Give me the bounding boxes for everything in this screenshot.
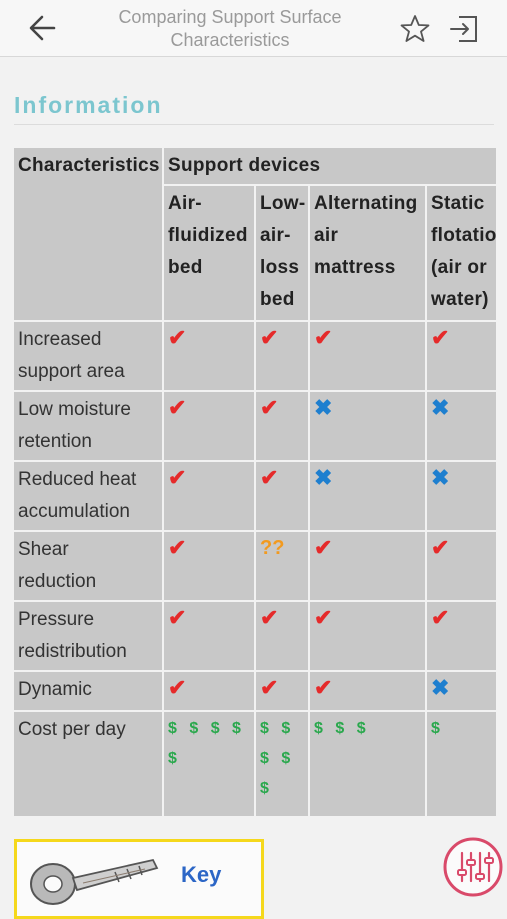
device-header-line: Static bbox=[431, 193, 485, 214]
key-label: Key bbox=[181, 862, 222, 887]
value-cell: ✔ bbox=[310, 672, 425, 710]
sliders-icon[interactable] bbox=[442, 836, 504, 898]
key-button[interactable]: Key bbox=[14, 839, 264, 919]
device-header-line: bed bbox=[260, 289, 295, 310]
device-header-line: mattress bbox=[314, 257, 396, 278]
row-label-increased-support: Increased support area bbox=[14, 322, 162, 390]
top-bar: Comparing Support Surface Characteristic… bbox=[0, 0, 507, 57]
value-cell: ✔ bbox=[164, 462, 254, 530]
device-header-line: (air or bbox=[431, 257, 487, 278]
value-cell: ✔ bbox=[164, 672, 254, 710]
section-divider bbox=[14, 124, 494, 125]
device-header-low-air-loss: Low- air- loss bed bbox=[256, 186, 308, 320]
device-header-line: water) bbox=[431, 289, 489, 310]
row-label-shear-reduction: Shear reduction bbox=[14, 532, 162, 600]
page-title-line-2: Characteristics bbox=[170, 30, 290, 50]
device-header-line: Air- bbox=[168, 193, 202, 214]
device-header-line: air bbox=[314, 225, 339, 246]
value-cell: $ $ $ $ $ bbox=[256, 712, 308, 816]
value-cell: ✔ bbox=[164, 392, 254, 460]
device-header-line: bed bbox=[168, 257, 203, 278]
value-cell: ✔ bbox=[427, 532, 496, 600]
group-header: Support devices bbox=[168, 155, 321, 176]
row-label-line: Cost per day bbox=[18, 719, 126, 740]
device-header-static-flotation: Static flotatio (air or water) bbox=[427, 186, 496, 320]
value-cell: ✖ bbox=[310, 462, 425, 530]
corner-header: Characteristics bbox=[18, 155, 160, 176]
value-cell: ✔ bbox=[256, 462, 308, 530]
value-cell: ✔ bbox=[164, 532, 254, 600]
group-header-cell: Support devices bbox=[164, 148, 496, 184]
row-label-line: Reduced heat bbox=[18, 469, 137, 490]
row-label-line: support area bbox=[18, 361, 125, 382]
row-label-pressure-redistribution: Pressure redistribution bbox=[14, 602, 162, 670]
comparison-table: Characteristics Support devices Air- flu… bbox=[14, 148, 496, 818]
value-cell: ✔ bbox=[256, 392, 308, 460]
row-label-dynamic: Dynamic bbox=[14, 672, 162, 710]
row-label-line: Pressure bbox=[18, 609, 95, 630]
value-cell: ✔ bbox=[164, 322, 254, 390]
device-header-line: air- bbox=[260, 225, 291, 246]
value-cell: ✖ bbox=[427, 462, 496, 530]
device-header-air-fluidized: Air- fluidized bed bbox=[164, 186, 254, 320]
row-label-line: accumulation bbox=[18, 501, 130, 522]
row-label-line: Increased bbox=[18, 329, 102, 350]
arrow-left-icon[interactable] bbox=[24, 10, 64, 46]
row-label-line: redistribution bbox=[18, 641, 127, 662]
row-label-low-moisture: Low moisture retention bbox=[14, 392, 162, 460]
value-cell: ✔ bbox=[164, 602, 254, 670]
value-cell: ✔ bbox=[310, 322, 425, 390]
value-cell: ✔ bbox=[427, 602, 496, 670]
value-cell: $ $ $ $ $ bbox=[164, 712, 254, 816]
value-cell: ✔ bbox=[256, 322, 308, 390]
row-label-line: retention bbox=[18, 431, 92, 452]
row-label-cost-per-day: Cost per day bbox=[14, 712, 162, 816]
section-title: Information bbox=[14, 92, 163, 118]
value-cell: ✖ bbox=[310, 392, 425, 460]
row-label-line: Shear bbox=[18, 539, 69, 560]
value-cell: ✔ bbox=[310, 602, 425, 670]
row-label-reduced-heat: Reduced heat accumulation bbox=[14, 462, 162, 530]
device-header-line: fluidized bbox=[168, 225, 248, 246]
row-label-line: Low moisture bbox=[18, 399, 131, 420]
value-cell: ?? bbox=[256, 532, 308, 600]
device-header-alternating-air: Alternating air mattress bbox=[310, 186, 425, 320]
device-header-line: flotatio bbox=[431, 225, 496, 246]
value-cell: ✔ bbox=[310, 532, 425, 600]
value-cell: $ $ $ bbox=[310, 712, 425, 816]
star-outline-icon[interactable] bbox=[398, 12, 432, 46]
value-cell: ✖ bbox=[427, 392, 496, 460]
device-header-line: loss bbox=[260, 257, 300, 278]
corner-header-cell: Characteristics bbox=[14, 148, 162, 320]
key-icon bbox=[30, 858, 159, 905]
value-cell: ✔ bbox=[427, 322, 496, 390]
row-label-line: Dynamic bbox=[18, 679, 92, 700]
value-cell: ✖ bbox=[427, 672, 496, 710]
page-title: Comparing Support Surface Characteristic… bbox=[100, 6, 360, 52]
device-header-line: Alternating bbox=[314, 193, 418, 214]
row-label-line: reduction bbox=[18, 571, 97, 592]
page-title-line-1: Comparing Support Surface bbox=[118, 7, 342, 27]
device-header-line: Low- bbox=[260, 193, 306, 214]
value-cell: ✔ bbox=[256, 672, 308, 710]
value-cell: $ bbox=[427, 712, 496, 816]
value-cell: ✔ bbox=[256, 602, 308, 670]
sign-out-icon[interactable] bbox=[447, 12, 481, 46]
